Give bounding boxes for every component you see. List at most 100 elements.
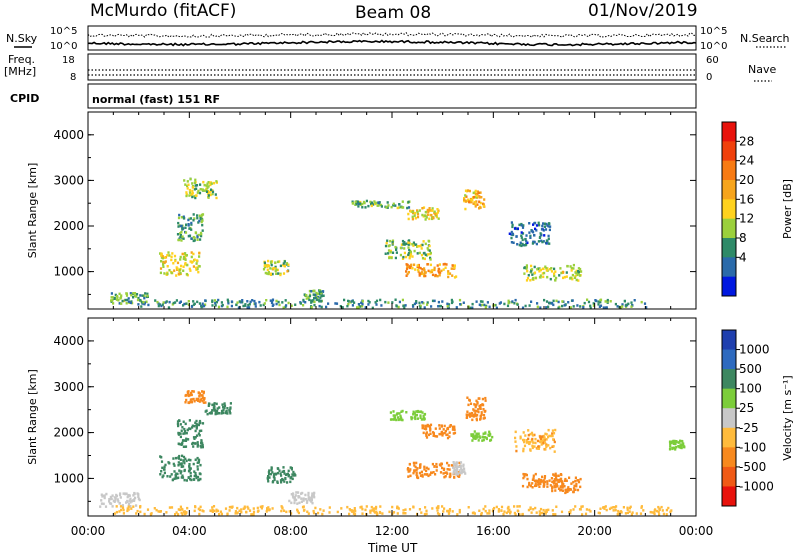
- echo-cell: [277, 272, 280, 275]
- echo-cell: [361, 512, 364, 515]
- echo-cell: [391, 418, 394, 421]
- echo-cell: [361, 206, 364, 209]
- echo-cell: [405, 267, 409, 271]
- echo-cell: [186, 506, 189, 510]
- echo-cell: [418, 471, 421, 475]
- echo-cell: [544, 265, 547, 268]
- echo-cell: [420, 247, 423, 250]
- echo-cell: [434, 213, 437, 216]
- echo-cell: [141, 294, 144, 297]
- echo-cell: [604, 306, 607, 309]
- echo-cell: [416, 215, 420, 219]
- station-title: McMurdo (fitACF): [90, 1, 236, 21]
- echo-cell: [470, 414, 473, 417]
- echo-cell: [361, 202, 364, 206]
- echo-cell: [357, 205, 360, 208]
- echo-cell: [421, 411, 424, 414]
- echo-cell: [401, 409, 404, 413]
- echo-cell: [157, 510, 160, 513]
- echo-cell: [163, 272, 166, 275]
- echo-cell: [588, 508, 591, 512]
- echo-cell: [447, 303, 451, 306]
- echo-cell: [126, 495, 129, 499]
- echo-cell: [539, 306, 542, 309]
- echo-cell: [653, 511, 656, 515]
- echo-cell: [439, 304, 442, 308]
- echo-cell: [475, 399, 478, 403]
- echo-cell: [482, 507, 485, 511]
- echo-cell: [515, 227, 518, 231]
- echo-cell: [423, 512, 426, 516]
- echo-cell: [435, 465, 438, 469]
- echo-cell: [409, 254, 412, 258]
- echo-cell: [170, 255, 173, 259]
- echo-cell: [579, 485, 582, 489]
- freq-label-2: [MHz]: [4, 65, 36, 78]
- echo-cell: [217, 298, 220, 302]
- echo-cell: [473, 414, 476, 418]
- echo-cell: [628, 510, 631, 513]
- echo-cell: [139, 506, 142, 509]
- echo-cell: [471, 439, 474, 442]
- echo-cell: [334, 302, 337, 305]
- echo-cell: [543, 298, 546, 302]
- echo-cell: [193, 509, 196, 513]
- echo-cell: [281, 478, 285, 482]
- echo-cell: [373, 511, 377, 514]
- echo-cell: [308, 298, 311, 302]
- echo-cell: [235, 303, 238, 306]
- echo-cell: [198, 395, 201, 398]
- echo-cell: [192, 252, 195, 256]
- echo-cell: [525, 267, 528, 270]
- echo-cell: [190, 237, 193, 240]
- echo-cell: [201, 302, 204, 305]
- echo-cell: [570, 482, 573, 485]
- echo-cell: [185, 479, 188, 482]
- echo-cell: [431, 507, 434, 510]
- echo-cell: [223, 406, 226, 410]
- echo-cell: [422, 414, 425, 418]
- echo-cell: [370, 202, 373, 206]
- echo-cell: [531, 433, 534, 437]
- echo-cell: [540, 439, 543, 443]
- echo-cell: [320, 294, 323, 298]
- echo-cell: [559, 489, 562, 492]
- echo-cell: [479, 300, 483, 303]
- echo-cell: [608, 507, 612, 511]
- echo-cell: [516, 303, 519, 306]
- echo-cell: [197, 507, 200, 511]
- echo-cell: [183, 469, 186, 473]
- echo-cell: [316, 298, 319, 302]
- echo-cell: [473, 430, 476, 433]
- echo-cell: [353, 301, 356, 304]
- echo-cell: [460, 471, 463, 475]
- echo-cell: [319, 290, 322, 293]
- echo-cell: [111, 296, 114, 299]
- echo-cell: [419, 474, 423, 477]
- echo-cell: [447, 272, 450, 275]
- echo-cell: [111, 299, 114, 302]
- echo-cell: [415, 301, 418, 305]
- echo-cell: [483, 303, 486, 307]
- echo-cell: [484, 396, 487, 400]
- echo-cell: [266, 476, 270, 480]
- echo-cell: [182, 420, 185, 423]
- echo-cell: [310, 498, 313, 502]
- echo-cell: [440, 432, 443, 436]
- echo-cell: [406, 272, 409, 276]
- echo-cell: [574, 274, 577, 278]
- echo-cell: [401, 239, 405, 243]
- echo-cell: [397, 305, 400, 309]
- echo-cell: [271, 507, 274, 510]
- echo-cell: [418, 272, 421, 275]
- echo-cell: [135, 293, 139, 296]
- echo-cell: [377, 204, 380, 207]
- echo-cell: [192, 265, 195, 268]
- echo-cell: [453, 462, 456, 465]
- echo-cell: [283, 472, 286, 475]
- echo-cell: [218, 512, 221, 516]
- echo-cell: [416, 209, 419, 212]
- echo-cell: [164, 301, 167, 304]
- echo-cell: [651, 511, 654, 514]
- echo-cell: [435, 506, 438, 510]
